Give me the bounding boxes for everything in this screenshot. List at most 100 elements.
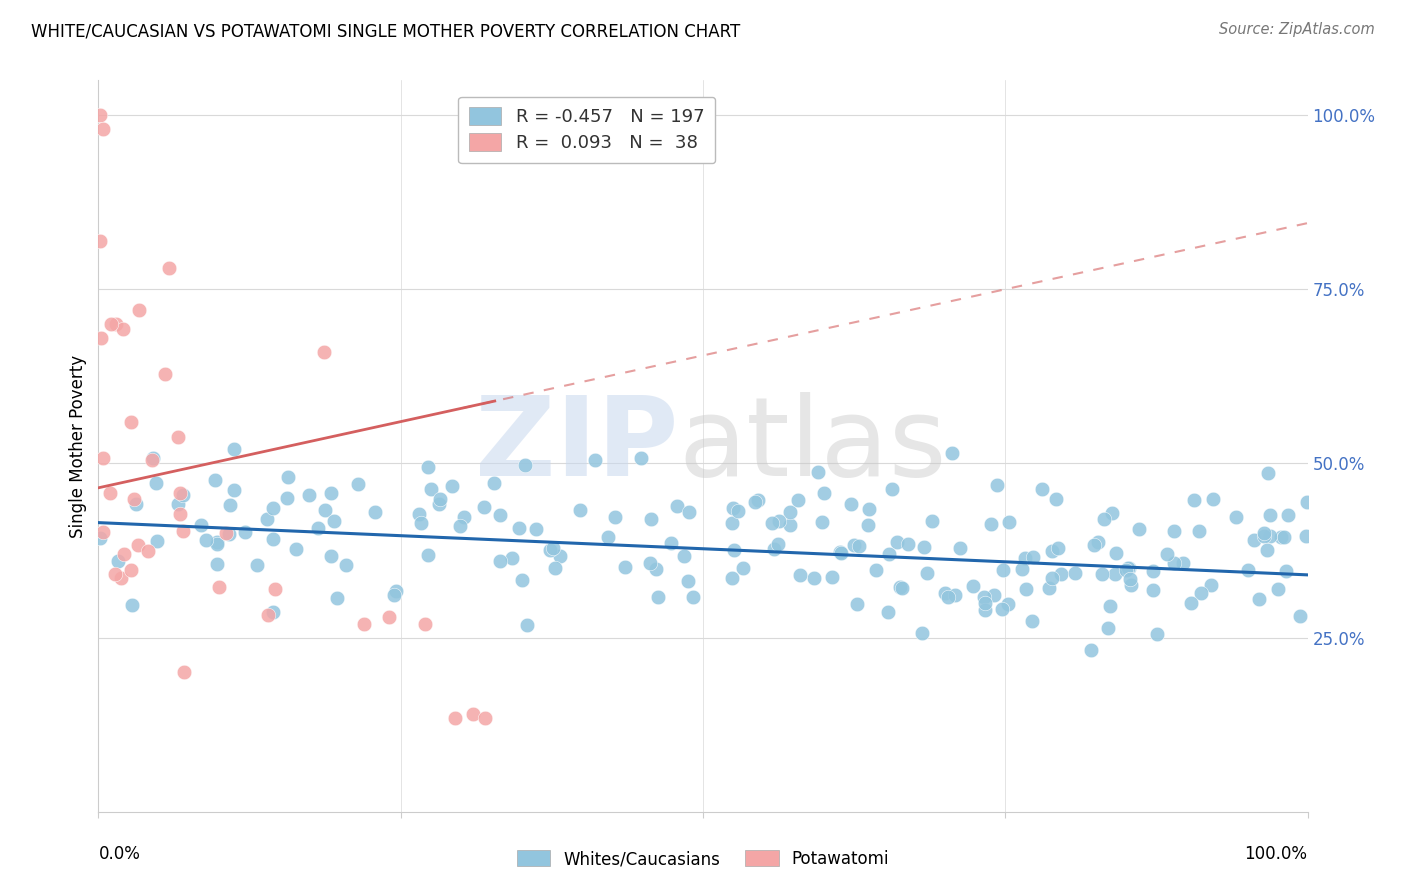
Point xyxy=(779,517,801,532)
Point xyxy=(789,568,811,582)
Point xyxy=(256,512,278,526)
Point xyxy=(980,517,1002,532)
Point xyxy=(510,573,533,587)
Point xyxy=(167,497,190,511)
Point xyxy=(848,539,870,553)
Point xyxy=(224,442,246,457)
Point xyxy=(121,598,143,612)
Point xyxy=(538,542,561,557)
Point xyxy=(1277,508,1299,523)
Point xyxy=(962,579,984,593)
Point xyxy=(246,558,269,573)
Point xyxy=(516,618,538,632)
Point xyxy=(865,563,887,577)
Point xyxy=(1201,578,1223,592)
Point xyxy=(262,605,284,619)
Point xyxy=(1015,582,1038,596)
Point xyxy=(141,453,163,467)
Point xyxy=(427,497,450,511)
Point xyxy=(513,458,536,472)
Point xyxy=(1180,597,1202,611)
Point xyxy=(803,571,825,585)
Point xyxy=(1101,506,1123,520)
Point xyxy=(973,596,995,610)
Point xyxy=(858,502,880,516)
Point xyxy=(233,525,256,540)
Point xyxy=(377,609,399,624)
Point xyxy=(256,607,278,622)
Point xyxy=(91,524,114,539)
Point xyxy=(89,234,111,248)
Point xyxy=(93,450,115,465)
Point xyxy=(1022,550,1045,565)
Point xyxy=(678,505,700,519)
Point xyxy=(991,602,1014,616)
Point xyxy=(665,499,688,513)
Point xyxy=(307,521,329,535)
Point xyxy=(1257,466,1279,480)
Point xyxy=(640,556,662,570)
Point xyxy=(1105,546,1128,560)
Point xyxy=(489,508,512,523)
Point xyxy=(1045,491,1067,506)
Point xyxy=(889,580,911,594)
Point xyxy=(1146,627,1168,641)
Point xyxy=(204,474,226,488)
Point xyxy=(207,558,229,572)
Point xyxy=(747,492,769,507)
Point xyxy=(208,580,231,594)
Point xyxy=(1225,510,1247,524)
Point xyxy=(112,548,135,562)
Point xyxy=(1188,524,1211,538)
Point xyxy=(949,541,972,555)
Point xyxy=(1038,581,1060,595)
Point xyxy=(449,519,471,533)
Point xyxy=(828,545,851,559)
Point xyxy=(1182,492,1205,507)
Point xyxy=(1119,572,1142,586)
Point xyxy=(172,524,194,538)
Point xyxy=(1050,566,1073,581)
Point xyxy=(1046,541,1069,555)
Point xyxy=(353,616,375,631)
Point xyxy=(205,535,228,549)
Point xyxy=(284,542,307,557)
Point xyxy=(314,345,336,359)
Point xyxy=(1163,556,1185,570)
Point xyxy=(583,452,606,467)
Point xyxy=(1173,557,1195,571)
Point xyxy=(1092,511,1115,525)
Point xyxy=(733,560,755,574)
Text: WHITE/CAUCASIAN VS POTAWATOMI SINGLE MOTHER POVERTY CORRELATION CHART: WHITE/CAUCASIAN VS POTAWATOMI SINGLE MOT… xyxy=(31,22,740,40)
Point xyxy=(1247,591,1270,606)
Point xyxy=(1116,561,1139,575)
Point xyxy=(877,605,900,619)
Point xyxy=(90,331,112,345)
Point xyxy=(721,500,744,515)
Point xyxy=(762,541,785,556)
Point xyxy=(489,554,512,568)
Point xyxy=(222,483,245,497)
Point xyxy=(839,497,862,511)
Point xyxy=(124,491,146,506)
Point xyxy=(723,543,745,558)
Point xyxy=(842,538,865,552)
Point xyxy=(856,518,879,533)
Point xyxy=(159,261,181,276)
Point xyxy=(413,616,436,631)
Point xyxy=(153,368,176,382)
Point xyxy=(1031,482,1053,496)
Point xyxy=(541,541,564,556)
Point xyxy=(364,505,387,519)
Point xyxy=(110,571,132,585)
Point xyxy=(262,533,284,547)
Point xyxy=(678,574,700,588)
Text: Source: ZipAtlas.com: Source: ZipAtlas.com xyxy=(1219,22,1375,37)
Point xyxy=(89,531,111,545)
Point xyxy=(943,588,966,602)
Point xyxy=(787,492,810,507)
Point xyxy=(322,514,344,528)
Point xyxy=(138,544,160,558)
Point xyxy=(973,591,995,605)
Point xyxy=(640,512,662,526)
